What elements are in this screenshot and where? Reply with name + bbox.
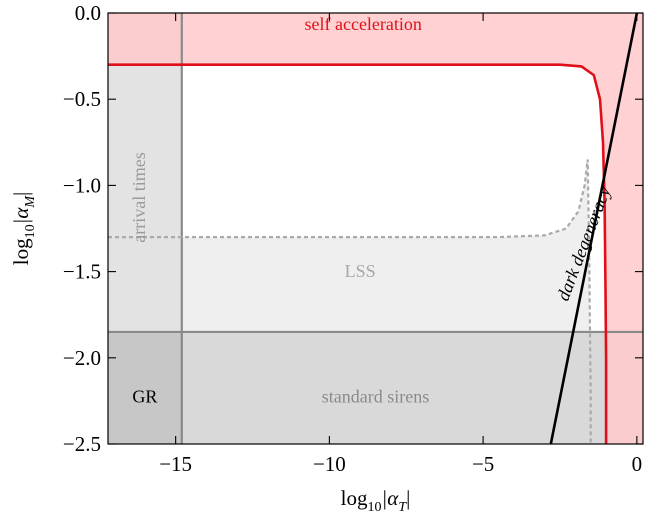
gr-region [108, 331, 182, 444]
x-axis-title-end: | [406, 486, 410, 510]
y-axis-title-alpha: |α [9, 207, 33, 225]
x-axis-title: log10|αT| [341, 486, 411, 515]
x-tick-label: −5 [472, 452, 494, 476]
y-axis: 0.0 −0.5 −1.0 −1.5 −2.0 −2.5 [63, 1, 643, 456]
y-tick-label: 0.0 [75, 1, 101, 25]
lss-region [181, 159, 591, 332]
dark-degeneracy-series-line [549, 12, 639, 445]
y-axis-title-end: | [9, 192, 33, 196]
self-acceleration-label: self acceleration [304, 14, 421, 34]
plot-frame [107, 12, 644, 445]
lss-series-line [108, 159, 592, 444]
y-axis-title-base: 10 [23, 224, 38, 238]
region-fills [108, 13, 644, 444]
y-axis-title-log: log [9, 238, 33, 265]
self-acceleration-series-line [108, 63, 608, 444]
y-tick-label: −2.5 [63, 432, 101, 456]
x-axis-title-base: 10 [368, 500, 382, 515]
y-axis-title: log10|αM| [9, 192, 38, 266]
y-axis-title-sub: M [23, 195, 38, 209]
y-tick-label: −1.5 [63, 260, 101, 284]
arrival-times-label: arrival times [129, 152, 149, 242]
x-tick-label: −15 [159, 452, 192, 476]
gr-label: GR [132, 387, 157, 407]
x-axis: −15 −10 −5 0 [159, 13, 642, 476]
y-tick-label: −0.5 [63, 87, 101, 111]
y-tick-label: −2.0 [63, 346, 101, 370]
arrival-times-region [108, 13, 182, 332]
x-tick-label: 0 [632, 452, 643, 476]
x-axis-title-alpha: |α [382, 486, 400, 510]
y-tick-label: −1.0 [63, 173, 101, 197]
self-acceleration-region [108, 13, 643, 444]
standard-sirens-region [181, 331, 644, 444]
x-tick-label: −10 [313, 452, 346, 476]
standard-sirens-label: standard sirens [322, 387, 429, 407]
x-axis-title-sub: T [398, 500, 407, 515]
lss-label: LSS [345, 261, 376, 281]
x-axis-title-log: log [341, 486, 368, 510]
